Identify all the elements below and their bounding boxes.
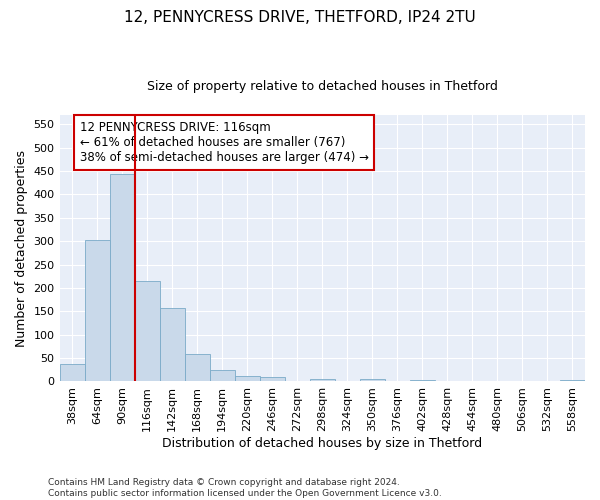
Bar <box>209 370 235 382</box>
Bar <box>260 377 285 382</box>
Bar <box>360 378 385 382</box>
Bar <box>310 379 335 382</box>
Bar <box>185 354 209 382</box>
Y-axis label: Number of detached properties: Number of detached properties <box>15 150 28 346</box>
Bar <box>110 174 134 382</box>
Bar <box>160 308 185 382</box>
Text: Contains HM Land Registry data © Crown copyright and database right 2024.
Contai: Contains HM Land Registry data © Crown c… <box>48 478 442 498</box>
Text: 12 PENNYCRESS DRIVE: 116sqm
← 61% of detached houses are smaller (767)
38% of se: 12 PENNYCRESS DRIVE: 116sqm ← 61% of det… <box>80 121 368 164</box>
Bar <box>235 376 260 382</box>
Bar <box>85 240 110 382</box>
Bar <box>560 380 585 382</box>
Bar <box>410 380 435 382</box>
Bar <box>59 364 85 382</box>
Bar <box>134 281 160 382</box>
Title: Size of property relative to detached houses in Thetford: Size of property relative to detached ho… <box>147 80 498 93</box>
X-axis label: Distribution of detached houses by size in Thetford: Distribution of detached houses by size … <box>162 437 482 450</box>
Text: 12, PENNYCRESS DRIVE, THETFORD, IP24 2TU: 12, PENNYCRESS DRIVE, THETFORD, IP24 2TU <box>124 10 476 25</box>
